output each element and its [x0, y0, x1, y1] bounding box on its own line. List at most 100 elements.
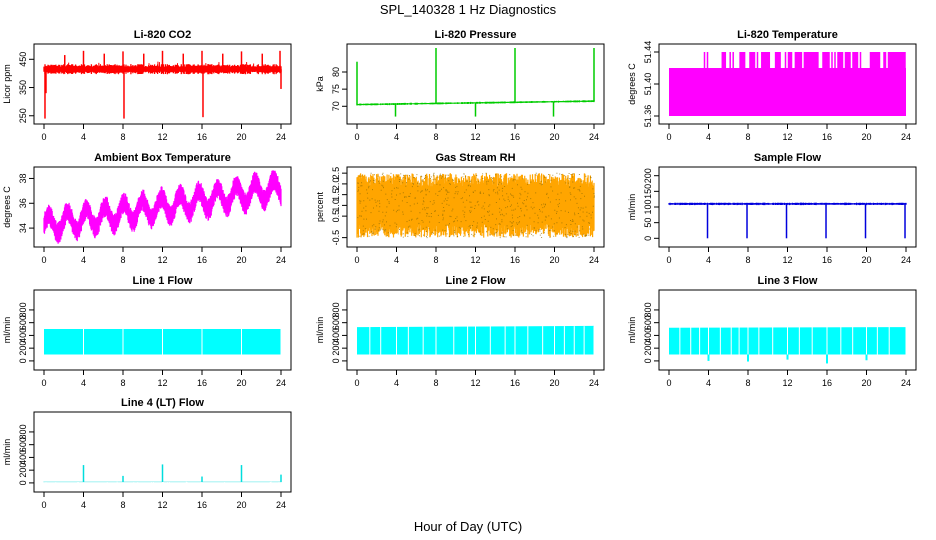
x-tick-label: 12 — [782, 378, 792, 388]
x-tick-label: 0 — [41, 255, 46, 265]
y-tick-label: 800 — [331, 302, 341, 317]
x-tick-label: 24 — [589, 378, 599, 388]
y-tick-label: 51.44 — [643, 41, 653, 64]
y-axis-label: ml/min — [2, 439, 12, 466]
high-level-segment — [761, 52, 771, 68]
y-tick-label: 400 — [331, 328, 341, 343]
y-tick-label: 0 — [18, 480, 28, 485]
x-tick-label: 8 — [120, 378, 125, 388]
x-tick-label: 24 — [901, 255, 911, 265]
x-tick-label: 8 — [745, 255, 750, 265]
y-tick-label: 0 — [18, 358, 28, 363]
x-tick-label: 12 — [157, 500, 167, 510]
x-tick-label: 12 — [470, 378, 480, 388]
y-tick-label: 600 — [18, 315, 28, 330]
x-tick-label: 8 — [433, 378, 438, 388]
y-tick-label: 51.40 — [643, 73, 653, 96]
x-tick-label: 24 — [276, 132, 286, 142]
y-tick-label: 400 — [18, 328, 28, 343]
x-tick-label: 24 — [901, 132, 911, 142]
panel-title: Sample Flow — [754, 152, 822, 164]
y-axis-label: percent — [315, 191, 325, 222]
panel-4: Ambient Box Temperature degrees C 0 4 8 12 16 2… — [2, 152, 292, 265]
y-tick-label: 800 — [18, 302, 28, 317]
y-tick-label: 600 — [643, 315, 653, 330]
y-axis-label: ml/min — [2, 317, 12, 344]
x-tick-label: 16 — [822, 255, 832, 265]
x-tick-label: 24 — [901, 378, 911, 388]
x-tick-label: 0 — [354, 132, 359, 142]
series-5 — [356, 172, 595, 239]
series-band — [356, 173, 595, 238]
x-tick-label: 12 — [470, 132, 480, 142]
panel-1: Li-820 CO2 Licor ppm 0 4 8 12 16 20 24 250 350 450 — [2, 29, 292, 142]
panel-title: Line 3 Flow — [758, 275, 818, 287]
y-tick-label: 34 — [18, 223, 28, 233]
y-tick-label: 0 — [643, 236, 653, 241]
x-tick-label: 16 — [197, 132, 207, 142]
x-tick-label: 8 — [745, 132, 750, 142]
y-tick-label: 200 — [643, 168, 653, 183]
high-level-segment — [739, 52, 746, 68]
x-tick-label: 20 — [549, 378, 559, 388]
y-tick-label: 0.5 — [331, 210, 341, 223]
x-tick-label: 0 — [41, 378, 46, 388]
x-tick-label: 16 — [822, 132, 832, 142]
x-tick-label: 20 — [236, 500, 246, 510]
y-axis-label: ml/min — [627, 317, 637, 344]
y-tick-label: 350 — [18, 80, 28, 95]
x-tick-label: 16 — [197, 378, 207, 388]
x-tick-label: 12 — [470, 255, 480, 265]
x-tick-label: 24 — [589, 255, 599, 265]
x-tick-label: 24 — [589, 132, 599, 142]
y-tick-label: 80 — [331, 67, 341, 77]
y-tick-label: 600 — [331, 315, 341, 330]
x-tick-label: 20 — [236, 255, 246, 265]
x-tick-label: 4 — [394, 255, 399, 265]
y-tick-label: 51.36 — [643, 105, 653, 128]
y-tick-label: 70 — [331, 101, 341, 111]
x-tick-label: 8 — [433, 132, 438, 142]
x-tick-label: 20 — [861, 378, 871, 388]
high-level-segment — [703, 52, 709, 68]
panel-title: Ambient Box Temperature — [94, 152, 231, 164]
x-tick-label: 0 — [666, 132, 671, 142]
series-8 — [357, 325, 595, 356]
panel-title: Line 4 (LT) Flow — [121, 397, 204, 409]
y-tick-label: 200 — [643, 341, 653, 356]
x-tick-label: 16 — [197, 255, 207, 265]
y-axis-label: degrees C — [627, 63, 637, 105]
y-axis-label: kPa — [315, 76, 325, 92]
x-tick-label: 4 — [706, 378, 711, 388]
x-tick-label: 20 — [549, 255, 559, 265]
x-tick-label: 8 — [745, 378, 750, 388]
y-tick-label: 2.0 — [331, 178, 341, 191]
x-tick-label: 20 — [236, 378, 246, 388]
x-tick-label: 0 — [354, 255, 359, 265]
series-3 — [669, 52, 906, 116]
x-tick-label: 16 — [822, 378, 832, 388]
y-tick-label: 38 — [18, 173, 28, 183]
series-6 — [668, 202, 907, 239]
y-tick-label: 2.5 — [331, 167, 341, 180]
x-tick-label: 12 — [782, 132, 792, 142]
x-tick-label: 0 — [41, 132, 46, 142]
x-tick-label: 12 — [157, 378, 167, 388]
panel-7: Line 1 Flow ml/min 0 4 8 12 16 20 24 0 20040060080… — [2, 275, 292, 388]
y-tick-label: 150 — [643, 184, 653, 199]
y-tick-label: 600 — [18, 437, 28, 452]
y-axis-label: ml/min — [315, 317, 325, 344]
x-tick-label: 4 — [394, 132, 399, 142]
figure-xlabel: Hour of Day (UTC) — [414, 519, 522, 534]
panel-title: Li-820 Pressure — [435, 29, 517, 41]
x-tick-label: 20 — [861, 132, 871, 142]
series-band — [668, 202, 907, 206]
x-tick-label: 8 — [120, 500, 125, 510]
x-tick-label: 12 — [157, 132, 167, 142]
y-tick-label: 200 — [331, 341, 341, 356]
x-tick-label: 20 — [861, 255, 871, 265]
y-tick-label: 36 — [18, 198, 28, 208]
x-tick-label: 16 — [197, 500, 207, 510]
